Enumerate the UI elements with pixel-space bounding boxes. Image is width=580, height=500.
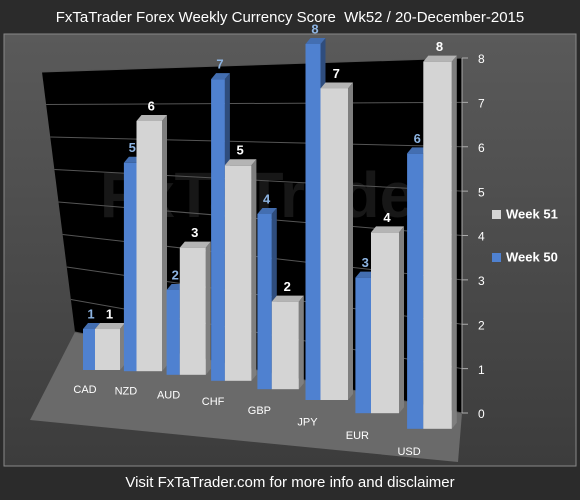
bar-front bbox=[211, 79, 225, 381]
bar-front bbox=[371, 232, 399, 414]
bar-front bbox=[83, 329, 95, 370]
value-label: 6 bbox=[414, 131, 421, 146]
x-tick-label: CAD bbox=[73, 384, 96, 396]
x-tick-label: AUD bbox=[157, 390, 180, 402]
bar-top bbox=[320, 82, 353, 89]
bar-front bbox=[95, 329, 120, 370]
bar bbox=[224, 159, 257, 381]
bar-top bbox=[271, 295, 304, 302]
bar-side bbox=[451, 55, 457, 429]
bar-front bbox=[224, 165, 252, 381]
bar-front bbox=[123, 162, 137, 372]
x-tick-label: GBP bbox=[248, 405, 271, 417]
y-tick-label: 7 bbox=[478, 97, 485, 111]
legend-swatch bbox=[492, 253, 501, 262]
value-label: 5 bbox=[129, 140, 136, 155]
value-label: 1 bbox=[87, 306, 94, 321]
bar-front bbox=[271, 301, 299, 390]
bar-top bbox=[224, 159, 257, 166]
legend-label: Week 50 bbox=[506, 249, 558, 264]
bar-side bbox=[205, 241, 211, 375]
bar-front bbox=[179, 247, 206, 375]
bar bbox=[320, 82, 353, 400]
bar-top bbox=[211, 73, 230, 80]
y-tick-label: 4 bbox=[478, 230, 485, 244]
bar-side bbox=[162, 115, 167, 372]
x-tick-label: NZD bbox=[115, 386, 138, 398]
bar-front bbox=[136, 121, 162, 372]
bar-side bbox=[120, 323, 125, 370]
bar bbox=[95, 323, 125, 370]
value-label: 7 bbox=[216, 57, 223, 72]
value-label: 3 bbox=[191, 225, 198, 240]
bar-top bbox=[95, 323, 125, 329]
bar-top bbox=[371, 226, 404, 233]
chart-title: FxTaTrader Forex Weekly Currency Score W… bbox=[56, 9, 525, 26]
value-label: 4 bbox=[383, 210, 391, 225]
value-label: 2 bbox=[172, 267, 179, 282]
bar-top bbox=[355, 271, 376, 278]
bar-top bbox=[305, 38, 326, 44]
y-tick-label: 8 bbox=[478, 52, 485, 66]
y-tick-label: 1 bbox=[478, 363, 485, 377]
bar-top bbox=[83, 323, 100, 329]
x-tick-label: EUR bbox=[346, 430, 369, 442]
bar bbox=[423, 55, 457, 429]
value-label: 7 bbox=[333, 66, 340, 81]
bar-side bbox=[251, 159, 257, 381]
bar-side bbox=[348, 82, 353, 400]
legend-swatch bbox=[492, 210, 501, 219]
bar-front bbox=[166, 290, 180, 375]
bar-side bbox=[298, 295, 304, 390]
y-tick-label: 0 bbox=[478, 407, 485, 421]
grid-line bbox=[46, 101, 463, 105]
value-label: 3 bbox=[362, 255, 369, 270]
value-label: 6 bbox=[148, 98, 155, 113]
x-tick-label: JPY bbox=[297, 416, 318, 428]
value-label: 5 bbox=[237, 143, 244, 158]
x-tick-label: CHF bbox=[202, 396, 225, 408]
x-tick-label: USD bbox=[397, 446, 420, 458]
value-label: 2 bbox=[284, 279, 291, 294]
bar-front bbox=[407, 153, 424, 429]
grid-line bbox=[41, 57, 463, 73]
value-label: 1 bbox=[106, 306, 113, 321]
bar-front bbox=[320, 88, 348, 400]
bar bbox=[271, 295, 304, 390]
bar-front bbox=[305, 44, 321, 400]
value-label: 8 bbox=[436, 39, 443, 54]
y-tick-label: 3 bbox=[478, 274, 485, 288]
y-tick-label: 6 bbox=[478, 141, 485, 155]
footer: Visit FxTaTrader.com for more info and d… bbox=[125, 474, 454, 491]
grid-line bbox=[50, 136, 463, 148]
bar-top bbox=[179, 241, 211, 248]
y-tick-label: 5 bbox=[478, 185, 485, 199]
grid-line bbox=[54, 169, 463, 192]
bar bbox=[179, 241, 211, 375]
y-tick-label: 2 bbox=[478, 318, 485, 332]
bar-top bbox=[257, 208, 277, 214]
value-label: 8 bbox=[311, 21, 318, 36]
bar-front bbox=[423, 61, 452, 429]
bar-top bbox=[136, 115, 167, 121]
bar bbox=[371, 226, 404, 414]
bar-top bbox=[423, 55, 457, 62]
value-label: 4 bbox=[263, 191, 271, 206]
bar-side bbox=[399, 226, 404, 414]
bar bbox=[136, 115, 167, 372]
legend-label: Week 51 bbox=[506, 206, 558, 221]
bar-front bbox=[257, 214, 272, 390]
bar-front bbox=[355, 277, 371, 414]
bar-top bbox=[407, 147, 429, 154]
